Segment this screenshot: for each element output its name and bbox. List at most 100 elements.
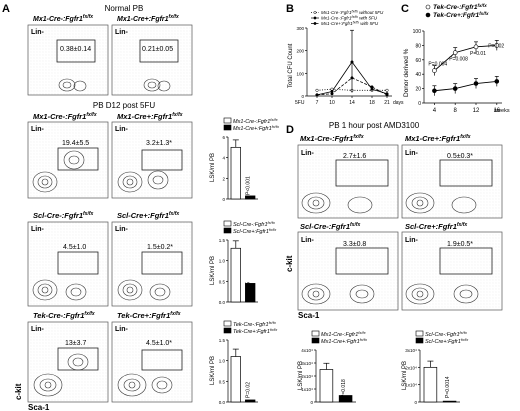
p-value: P=0.01 xyxy=(470,51,486,57)
y-tick-label: 1x10⁴ xyxy=(301,387,313,392)
x-tick-label: 21 xyxy=(384,100,390,106)
legend-label: Mx1-Cre+:Fgfr1fx/fx with 5FU xyxy=(321,21,379,27)
p-value: P<0.05 xyxy=(246,282,252,298)
legend-entry-ctrl-label: Scl-Cre-:Fgfr1fx/fx xyxy=(233,220,276,228)
legend-entry-ko-swatch xyxy=(415,337,424,344)
gate-value: 4.5±1.0* xyxy=(146,340,172,347)
y-tick-label: 2 xyxy=(222,176,225,181)
y-tick-label: 1.5 xyxy=(219,238,226,243)
y-axis-label: LSK/ml PB xyxy=(210,256,216,285)
y-tick-label: 20 xyxy=(415,87,421,93)
y-axis-label: LSK/ml PB xyxy=(210,356,216,385)
flow-plot-mx1-ko: Mx1-Cre+:Fgfr1fx/fx Lin- 3.2±1.3* xyxy=(111,112,193,199)
x-axis-unit: weeks xyxy=(493,108,510,114)
y-tick-label: 4x10⁴ xyxy=(301,348,313,353)
x-tick-label: 7 xyxy=(316,100,319,106)
lin-label: Lin- xyxy=(31,126,44,133)
legend-marker xyxy=(313,22,317,25)
y-axis-label: Donor derived % xyxy=(403,48,410,97)
y-tick-label: 80 xyxy=(415,43,421,49)
y-tick-label: 4 xyxy=(222,156,225,161)
legend-marker xyxy=(425,12,431,18)
y-tick-label: 2x10⁴ xyxy=(405,365,417,370)
genotype-label: Scl-Cre+:Fgfr1fx/fx xyxy=(405,222,467,231)
flow-plot-tek-ctrl: Tek-Cre-:Fgfr1fx/fx Lin- 13±3.7 xyxy=(27,311,109,403)
y-tick-label: 2x10⁴ xyxy=(301,374,313,379)
legend-entry-ctrl-label: Tek-Cre-:Fgfr1fx/fx xyxy=(233,320,277,328)
lin-label: Lin- xyxy=(115,126,128,133)
flow-plot-normal-ctrl: Mx1-Cre-:Fgfr1fx/fx Lin- 0.38±0.14 xyxy=(27,14,109,96)
y-tick-label: 0 xyxy=(414,400,417,405)
bar-knockout xyxy=(442,400,457,403)
y-tick-label: 1x10⁴ xyxy=(405,383,417,388)
flow-plot-d-mx1-ko: Mx1-Cre+:Fgfr1fx/fx Lin- 0.5±0.3* xyxy=(401,134,503,219)
genotype-label: Mx1-Cre+:Fgfr1fx/fx xyxy=(117,112,183,121)
data-point xyxy=(385,93,389,97)
bar-knockout xyxy=(245,283,256,303)
p-value: P=0.008 xyxy=(449,57,468,63)
p-value: P=0.004 xyxy=(428,62,447,68)
data-point xyxy=(473,44,479,50)
lin-label: Lin- xyxy=(405,237,418,244)
legend-marker xyxy=(425,4,431,10)
genotype-label: Mx1-Cre-:Fgfr1fx/fx xyxy=(300,134,364,143)
y-tick-label: 0 xyxy=(301,94,304,99)
y-tick-label: 3x10⁴ xyxy=(405,348,417,353)
legend-entry-ctrl-label: Mx1-Cre-:Fgfr1fx/fx xyxy=(321,330,367,338)
legend-marker xyxy=(313,16,317,20)
legend-entry-ctrl-swatch xyxy=(223,220,232,227)
data-point xyxy=(432,68,437,73)
legend-entry-ctrl-swatch xyxy=(311,330,320,337)
x-label-days: days xyxy=(393,100,404,106)
series-line-0 xyxy=(434,44,497,71)
genotype-label: Mx1-Cre+:Fgfr1fx/fx xyxy=(117,14,179,23)
data-point xyxy=(452,50,458,55)
legend-entry-ctrl-swatch xyxy=(223,117,232,124)
y-tick-label: 0.0 xyxy=(219,300,226,305)
flow-plot-normal-ko: Mx1-Cre+:Fgfr1fx/fx Lin- 0.21±0.05 xyxy=(111,14,193,96)
legend-entry-ko-label: Scl-Cre+:Fgfr1fx/fx xyxy=(425,337,469,345)
legend-label: Mx1-Cre-:Fgfr1fx/fx without 5FU xyxy=(321,10,384,16)
y-tick-label: 60 xyxy=(415,58,421,64)
gate-value: 3.3±0.8 xyxy=(343,241,366,248)
y-tick-label: 1.0 xyxy=(219,359,226,364)
x-tick-label: 4 xyxy=(433,108,437,114)
lin-label: Lin- xyxy=(405,150,418,157)
legend-entry-ctrl-swatch xyxy=(415,330,424,337)
header-amd3100: PB 1 hour post AMD3100 xyxy=(329,121,420,130)
lin-label: Lin- xyxy=(301,150,314,157)
bar-control xyxy=(230,247,241,303)
flow-plot-scl-ctrl: Scl-Cre-:Fgfr1fx/fx Lin- 4.5±1.0 xyxy=(27,211,109,307)
chart-panel-b: 0 100 200 300 7 10 14 18 21 5FU days Total CFU Coun… xyxy=(288,10,404,107)
y-tick-label: 0 xyxy=(310,400,313,405)
legend-label: Tek-Cre+:Fgfr1fx/fx xyxy=(433,11,489,19)
y-tick-label: 0.5 xyxy=(219,379,226,384)
bar-control xyxy=(230,356,241,403)
data-point xyxy=(452,86,458,91)
bar-knockout xyxy=(245,399,256,403)
flow-plot-d-scl-ctrl: Scl-Cre-:Fgfr1fx/fx Lin- 3.3±0.8 xyxy=(297,222,399,311)
data-point xyxy=(473,81,479,86)
y-tick-label: 0 xyxy=(222,197,225,202)
data-point xyxy=(370,85,374,89)
lin-label: Lin- xyxy=(301,237,314,244)
axis-sca1-a: Sca-1 xyxy=(28,403,50,411)
legend-entry-ko-swatch xyxy=(311,337,320,344)
data-point xyxy=(385,88,389,92)
data-point xyxy=(330,92,334,96)
y-tick-label: 1.5 xyxy=(219,338,226,343)
header-d12: PB D12 post 5FU xyxy=(93,101,155,110)
panel-letter-c: C xyxy=(401,3,409,15)
flow-plot-d-scl-ko: Scl-Cre+:Fgfr1fx/fx Lin- 1.9±0.5* xyxy=(401,222,503,311)
genotype-label: Tek-Cre-:Fgfr1fx/fx xyxy=(33,311,95,320)
genotype-label: Mx1-Cre-:Fgfr1fx/fx xyxy=(33,14,93,23)
bar-knockout xyxy=(245,195,256,200)
gate-value: 13±3.7 xyxy=(65,340,86,347)
axis-sca1-d: Sca-1 xyxy=(298,311,320,320)
y-tick-label: 40 xyxy=(415,72,421,78)
x-tick-label: 14 xyxy=(349,100,355,106)
